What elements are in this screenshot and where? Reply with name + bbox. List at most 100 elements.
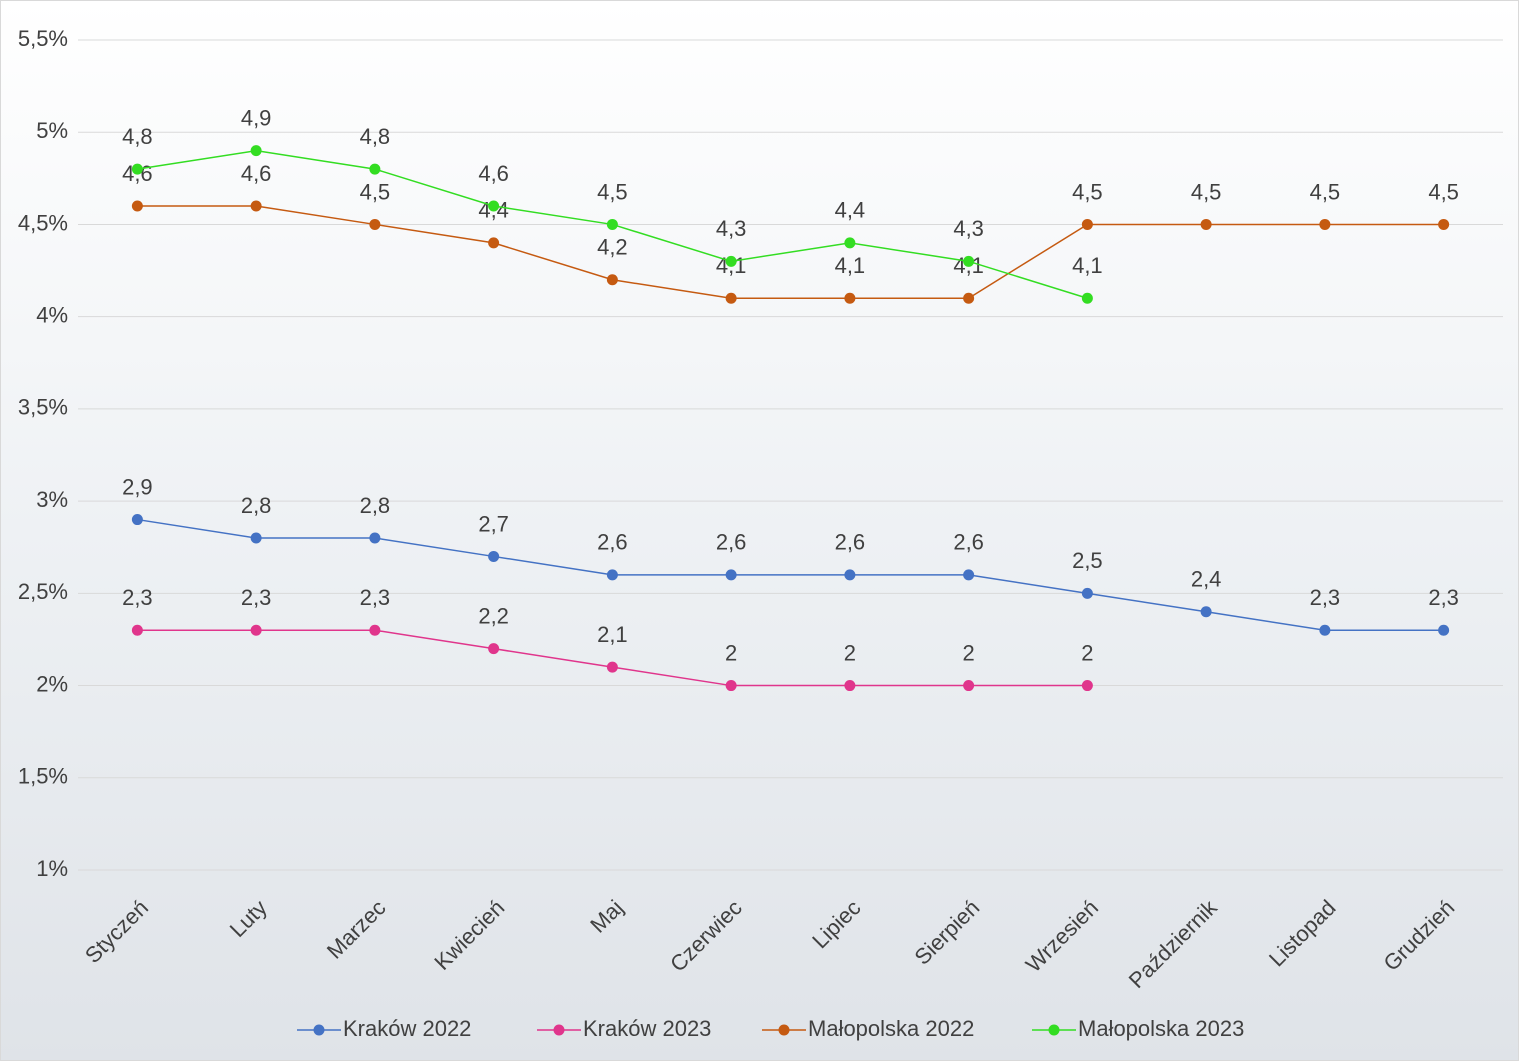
y-tick-label: 3% (36, 487, 68, 512)
legend-label: Kraków 2022 (343, 1016, 471, 1041)
data-label: 2,9 (122, 474, 153, 499)
data-label: 4,5 (1310, 179, 1341, 204)
data-label: 2,3 (241, 585, 272, 610)
data-point (1081, 680, 1093, 692)
data-label: 4,5 (1072, 179, 1103, 204)
data-label: 2 (844, 640, 856, 665)
y-tick-label: 1,5% (18, 764, 68, 789)
data-point (725, 292, 737, 304)
data-point (369, 218, 381, 230)
data-point (844, 680, 856, 692)
data-point (369, 163, 381, 175)
data-point (250, 624, 262, 636)
legend-label: Małopolska 2023 (1078, 1016, 1244, 1041)
data-label: 2,3 (360, 585, 391, 610)
data-label: 2,3 (122, 585, 153, 610)
data-point (1438, 218, 1450, 230)
data-label: 2,5 (1072, 548, 1103, 573)
data-label: 2,6 (953, 530, 984, 555)
data-point (488, 643, 500, 655)
legend-marker (553, 1024, 565, 1036)
data-label: 2,4 (1191, 567, 1222, 592)
y-tick-label: 5% (36, 118, 68, 143)
data-label: 2 (1081, 640, 1093, 665)
data-point (963, 680, 975, 692)
y-tick-label: 1% (36, 856, 68, 881)
data-label: 4,3 (953, 216, 984, 241)
legend-label: Małopolska 2022 (808, 1016, 974, 1041)
data-point (131, 200, 143, 212)
data-label: 4,1 (1072, 253, 1103, 278)
data-point (1081, 587, 1093, 599)
data-label: 4,5 (597, 179, 628, 204)
data-point (844, 569, 856, 581)
data-point (250, 145, 262, 157)
legend-label: Kraków 2023 (583, 1016, 711, 1041)
data-point (131, 163, 143, 175)
data-point (1200, 606, 1212, 618)
data-point (606, 218, 618, 230)
series-line (137, 205, 1444, 299)
legend-marker (313, 1024, 325, 1036)
data-point (1081, 292, 1093, 304)
legend-marker (778, 1024, 790, 1036)
data-point (488, 550, 500, 562)
data-label: 2,3 (1310, 585, 1341, 610)
y-tick-label: 5,5% (18, 26, 68, 51)
data-point (725, 569, 737, 581)
y-tick-label: 2,5% (18, 579, 68, 604)
data-point (1081, 218, 1093, 230)
data-point (844, 237, 856, 249)
data-point (1438, 624, 1450, 636)
data-label: 2,7 (478, 511, 509, 536)
y-tick-label: 4,5% (18, 210, 68, 235)
data-label: 4,4 (835, 198, 866, 223)
data-point (1200, 218, 1212, 230)
data-point (250, 532, 262, 544)
data-point (131, 624, 143, 636)
data-label: 4,3 (716, 216, 747, 241)
data-label: 2,6 (716, 530, 747, 555)
data-point (250, 200, 262, 212)
data-label: 4,2 (597, 235, 628, 260)
data-label: 2,2 (478, 603, 509, 628)
data-label: 4,5 (1191, 179, 1222, 204)
y-tick-label: 3,5% (18, 395, 68, 420)
data-point (606, 569, 618, 581)
data-point (963, 569, 975, 581)
data-point (488, 237, 500, 249)
data-label: 4,9 (241, 105, 272, 130)
data-point (369, 624, 381, 636)
y-tick-label: 2% (36, 671, 68, 696)
data-label: 4,5 (1428, 179, 1459, 204)
data-label: 2,8 (360, 493, 391, 518)
data-point (1319, 624, 1331, 636)
data-label: 4,1 (835, 253, 866, 278)
y-tick-label: 4% (36, 302, 68, 327)
data-point (488, 200, 500, 212)
data-point (844, 292, 856, 304)
data-label: 2,8 (241, 493, 272, 518)
data-label: 2 (725, 640, 737, 665)
data-label: 4,8 (122, 124, 153, 149)
data-point (606, 661, 618, 673)
data-label: 2,6 (597, 530, 628, 555)
data-label: 4,6 (478, 161, 509, 186)
data-label: 2,1 (597, 622, 628, 647)
data-point (725, 680, 737, 692)
legend-marker (1048, 1024, 1060, 1036)
data-point (963, 255, 975, 267)
data-point (1319, 218, 1331, 230)
series-line (137, 518, 1444, 631)
data-point (725, 255, 737, 267)
data-label: 4,5 (360, 179, 391, 204)
data-point (963, 292, 975, 304)
data-label: 2 (963, 640, 975, 665)
data-label: 2,3 (1428, 585, 1459, 610)
data-label: 4,6 (241, 161, 272, 186)
data-point (131, 514, 143, 526)
data-point (369, 532, 381, 544)
data-label: 4,8 (360, 124, 391, 149)
